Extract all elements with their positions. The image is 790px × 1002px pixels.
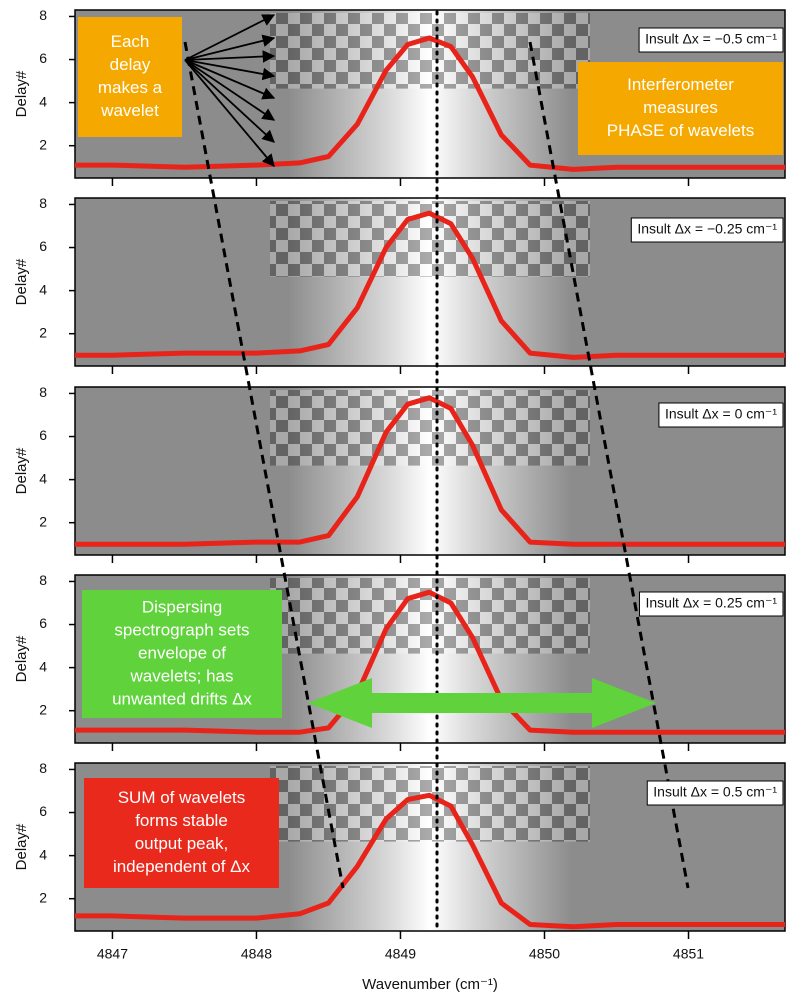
annotation-box — [84, 778, 279, 888]
y-tick-label: 8 — [39, 384, 47, 400]
annotation-text: Each — [111, 32, 150, 51]
annotation-text: unwanted drifts Δx — [112, 689, 252, 708]
x-tick-label: 4847 — [97, 946, 128, 962]
plot-frame — [74, 386, 786, 556]
annotation-text: SUM of wavelets — [118, 788, 246, 807]
annotation-text: Dispersing — [142, 597, 222, 616]
panel: 2 4 6 8 Delay# — [13, 195, 786, 374]
annotation-text: spectrograph sets — [114, 620, 249, 639]
dashed-line — [183, 41, 345, 889]
heatmap-fringes — [270, 390, 590, 466]
data-line — [75, 35, 785, 172]
x-axis-label: Wavenumber (cm⁻¹) — [362, 976, 498, 993]
insult-label: Insult Δx = −0.5 cm⁻¹ — [638, 27, 784, 53]
y-axis-label: Delay# — [13, 823, 30, 870]
x-tick-label: 4849 — [385, 946, 416, 962]
y-tick-label: 8 — [39, 7, 47, 23]
y-tick-label: 6 — [39, 50, 47, 66]
y-tick-label: 8 — [39, 760, 47, 776]
insult-text: Insult Δx = 0.25 cm⁻¹ — [645, 595, 777, 611]
insult-label: Insult Δx = 0 cm⁻¹ — [658, 402, 784, 428]
arrows — [184, 14, 276, 167]
annotation-text: independent of Δx — [113, 857, 251, 876]
y-tick-label: 4 — [39, 93, 47, 109]
insult-text: Insult Δx = 0 cm⁻¹ — [665, 406, 777, 422]
y-tick-label: 8 — [39, 572, 47, 588]
plot-frame — [74, 197, 786, 367]
annotation-text: PHASE of wavelets — [607, 121, 754, 140]
data-line — [75, 395, 785, 547]
y-axis-label: Delay# — [13, 70, 30, 117]
plot-frame — [74, 574, 786, 744]
data-line — [75, 792, 785, 930]
data-line — [75, 210, 785, 360]
annotation-box — [78, 17, 182, 137]
y-tick-label: 2 — [39, 136, 47, 152]
insult-box — [638, 591, 784, 617]
insult-box — [646, 780, 784, 806]
y-tick-label: 2 — [39, 701, 47, 717]
annotation-text: wavelets; has — [130, 666, 234, 685]
annotation-text: envelope of — [138, 643, 226, 662]
y-tick-label: 8 — [39, 195, 47, 211]
insult-box — [658, 402, 784, 428]
y-tick-label: 4 — [39, 470, 47, 486]
y-tick-label: 4 — [39, 846, 47, 862]
double-arrow — [308, 678, 656, 728]
data-line — [75, 589, 785, 735]
heatmap-fringes — [270, 578, 590, 654]
insult-box — [630, 217, 784, 243]
y-tick-label: 6 — [39, 803, 47, 819]
insult-text: Insult Δx = −0.5 cm⁻¹ — [645, 31, 777, 47]
plot-frame — [74, 762, 786, 932]
insult-box — [638, 27, 784, 53]
annotation-text: Interferometer — [627, 75, 734, 94]
y-axis-label: Delay# — [13, 635, 30, 682]
annotation-text: output peak, — [135, 834, 229, 853]
x-tick-label: 4851 — [673, 946, 704, 962]
annotation-text: forms stable — [135, 811, 228, 830]
y-tick-label: 6 — [39, 427, 47, 443]
annotation: Each delay makes a wavelet — [78, 17, 182, 137]
plot-frame — [74, 9, 786, 179]
annotation: Dispersing spectrograph sets envelope of wa… — [82, 590, 282, 718]
annotation: Interferometer measures PHASE of wavelets — [578, 62, 783, 155]
y-tick-label: 2 — [39, 513, 47, 529]
y-tick-label: 2 — [39, 324, 47, 340]
y-axis-label: Delay# — [13, 447, 30, 494]
y-tick-label: 4 — [39, 281, 47, 297]
annotation-text: delay — [110, 55, 151, 74]
insult-label: Insult Δx = 0.5 cm⁻¹ — [646, 780, 784, 806]
x-tick-label: 4850 — [529, 946, 560, 962]
annotation-text: wavelet — [100, 101, 159, 120]
dashed-line — [528, 41, 690, 889]
y-tick-label: 6 — [39, 238, 47, 254]
insult-label: Insult Δx = −0.25 cm⁻¹ — [630, 217, 784, 243]
heatmap-fringes — [270, 13, 590, 89]
insult-text: Insult Δx = −0.25 cm⁻¹ — [637, 221, 777, 237]
y-tick-label: 2 — [39, 889, 47, 905]
x-tick-label: 4848 — [241, 946, 272, 962]
annotation-text: measures — [643, 98, 718, 117]
overlay: Insult Δx = −0.5 cm⁻¹ Each delay makes a wav… — [78, 10, 784, 932]
annotation-text: makes a — [98, 78, 163, 97]
annotation-box — [578, 62, 783, 155]
heatmap-fringes — [270, 766, 590, 842]
y-tick-label: 6 — [39, 615, 47, 631]
insult-label: Insult Δx = 0.25 cm⁻¹ — [638, 591, 784, 617]
annotation-box — [82, 590, 282, 718]
annotation: SUM of wavelets forms stable output peak, i… — [84, 778, 279, 888]
y-axis-label: Delay# — [13, 258, 30, 305]
y-tick-label: 4 — [39, 658, 47, 674]
insult-text: Insult Δx = 0.5 cm⁻¹ — [653, 784, 777, 800]
